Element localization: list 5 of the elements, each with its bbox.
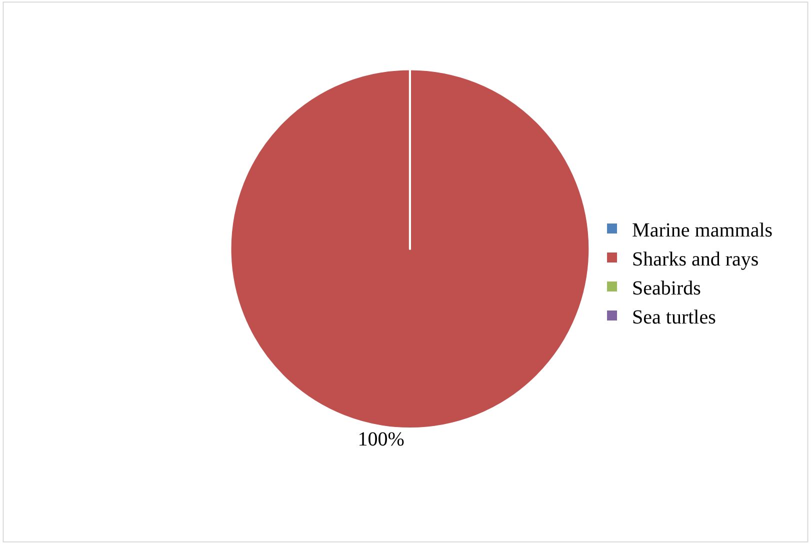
legend-label: Sharks and rays	[632, 248, 759, 270]
legend-label: Marine mammals	[632, 219, 773, 242]
legend-label: Sea turtles	[632, 306, 716, 328]
data-label: 100%	[358, 428, 404, 451]
legend-label: Seabirds	[632, 277, 702, 300]
